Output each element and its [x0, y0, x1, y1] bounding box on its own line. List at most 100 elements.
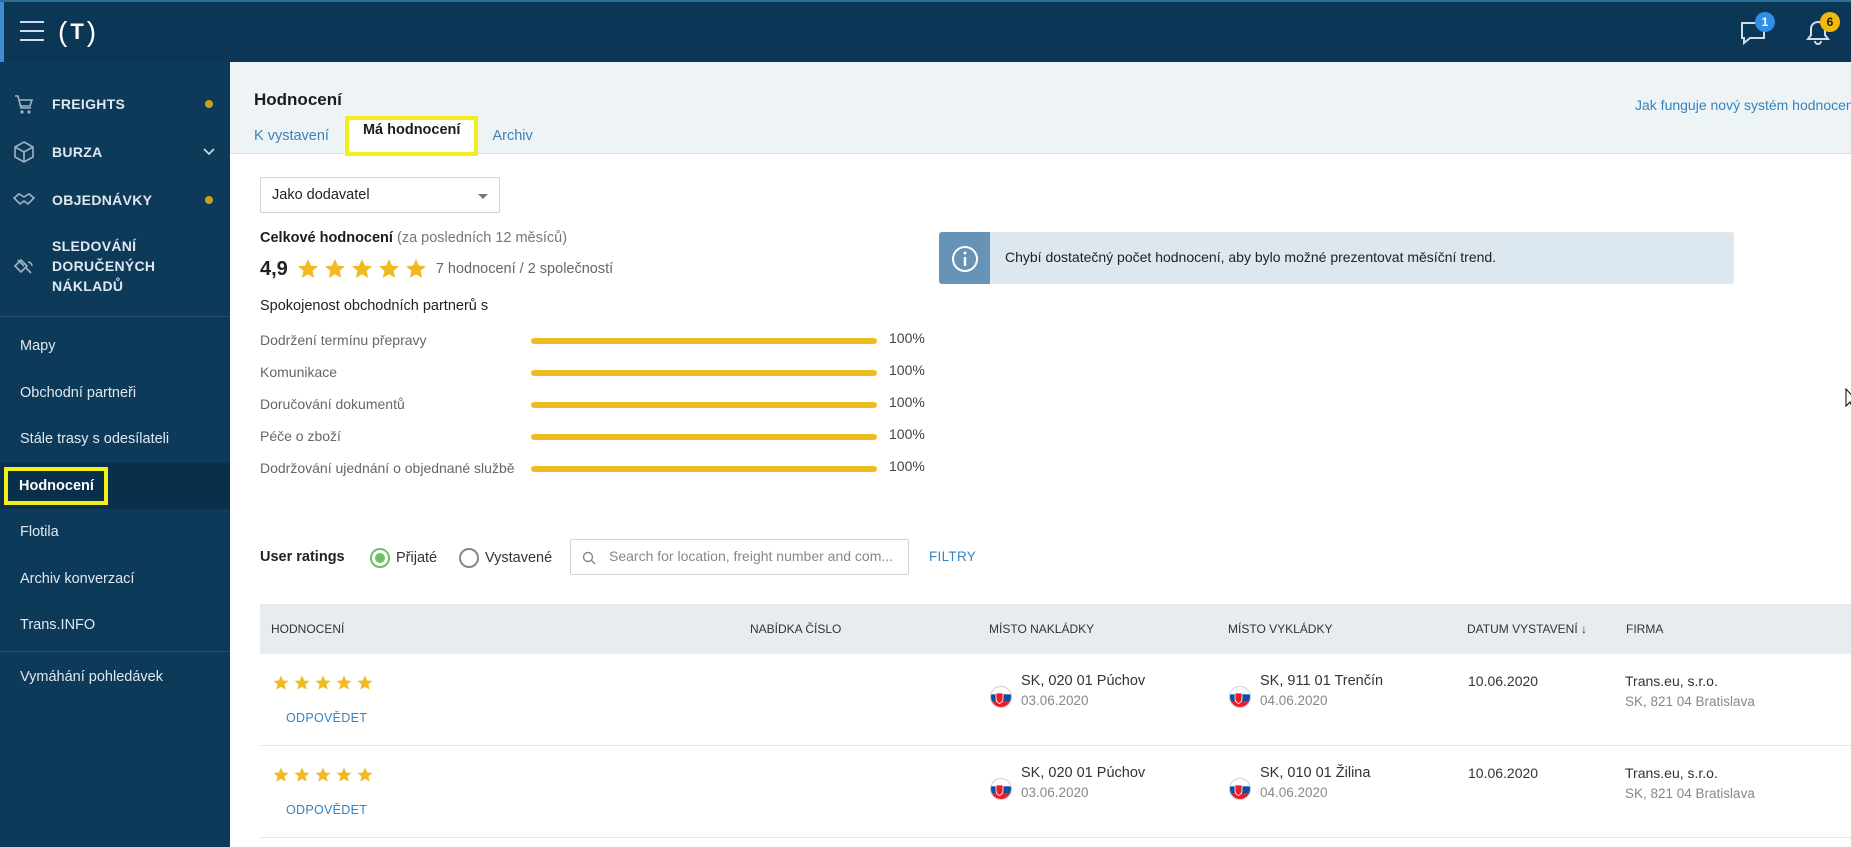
page-title: Hodnocení	[254, 90, 342, 109]
sidebar-item-label: Hodnocení	[4, 466, 108, 505]
unloading-date: 04.06.2020	[1260, 785, 1328, 800]
metric-row: Komunikace 100%	[260, 362, 940, 382]
company-name[interactable]: Trans.eu, s.r.o.	[1625, 765, 1718, 781]
sidebar-item-routes[interactable]: Stále trasy s odesílateli	[0, 416, 230, 463]
total-rating-period: (za posledních 12 měsíců)	[396, 230, 568, 246]
tab-k-vystaveni[interactable]: K vystavení	[254, 128, 329, 144]
sidebar-item-mapy[interactable]: Mapy	[0, 323, 230, 370]
info-banner-icon-column	[939, 232, 990, 284]
cart-icon	[15, 95, 34, 114]
satisfaction-label: Spokojenost obchodních partnerů s	[260, 298, 489, 314]
star-icon	[273, 675, 289, 690]
unloading-place: SK, 010 01 Žilina	[1260, 765, 1371, 781]
info-icon	[952, 246, 978, 272]
page-header: Hodnocení Jak funguje nový systém hodnoc…	[230, 62, 1851, 156]
sidebar-item-label: Archiv konverzací	[20, 570, 135, 587]
search-input[interactable]	[609, 548, 901, 564]
menu-icon[interactable]	[20, 21, 44, 41]
company-address: SK, 821 04 Bratislava	[1625, 694, 1755, 709]
sidebar-item-label: Flotila	[20, 524, 59, 541]
table-row: ODPOVĚDET SK, 020 01 Púchov 03.06.2020 S…	[260, 654, 1851, 746]
radio-issued[interactable]: Vystavené	[459, 547, 552, 569]
star-icon	[351, 259, 372, 278]
role-select[interactable]: Jako dodavatel	[260, 177, 500, 213]
sidebar-item-label: FREIGHTS	[52, 96, 126, 112]
logo-letter: T	[70, 19, 84, 44]
sk-flag-icon	[1229, 686, 1251, 708]
star-icon	[357, 675, 373, 690]
issue-date: 10.06.2020	[1468, 673, 1539, 689]
info-banner: Chybí dostatečný počet hodnocení, aby by…	[939, 232, 1734, 284]
table-row: ODPOVĚDET SK, 020 01 Púchov 03.06.2020 S…	[260, 746, 1851, 838]
star-icon	[315, 767, 331, 782]
metric-bar	[531, 466, 877, 472]
sidebar-item-objednavky[interactable]: OBJEDNÁVKY	[0, 176, 230, 224]
filter-button[interactable]: FILTRY	[929, 549, 977, 564]
sidebar-item-fleet[interactable]: Flotila	[0, 509, 230, 556]
company-address: SK, 821 04 Bratislava	[1625, 786, 1755, 801]
sk-flag-icon	[990, 686, 1012, 708]
search-icon	[582, 551, 596, 565]
metric-row: Dodržení termínu přepravy 100%	[260, 330, 940, 350]
star-icon	[357, 767, 373, 782]
sidebar-item-label: BURZA	[52, 144, 103, 160]
metric-value: 100%	[889, 458, 925, 474]
star-icon	[378, 259, 399, 278]
sidebar-item-debt-collection[interactable]: Vymáhání pohledávek	[0, 654, 230, 701]
metric-value: 100%	[889, 362, 925, 378]
info-message: Chybí dostatečný počet hodnocení, aby by…	[1005, 249, 1497, 265]
metric-bar	[531, 434, 877, 440]
star-icon	[336, 767, 352, 782]
column-header-loading-place: MÍSTO NAKLÁDKY	[989, 622, 1095, 636]
sidebar-item-label: Mapy	[20, 338, 56, 355]
handshake-icon	[12, 193, 36, 206]
radio-received[interactable]: Přijaté	[370, 547, 437, 569]
messages-button[interactable]: 1	[1739, 12, 1775, 46]
metric-value: 100%	[889, 394, 925, 410]
sidebar-item-freights[interactable]: FREIGHTS	[0, 80, 230, 128]
sidebar: FREIGHTS BURZA OBJEDNÁVKY SLEDOVÁNÍ DORU…	[0, 62, 230, 847]
star-icon	[324, 259, 345, 278]
logo[interactable]: (T)	[58, 16, 97, 47]
sidebar-item-burza[interactable]: BURZA	[0, 128, 230, 176]
metric-bar-fill	[531, 402, 877, 408]
radio-circle	[459, 548, 479, 568]
sidebar-item-label: Vymáhání pohledávek	[20, 668, 163, 685]
star-icon	[294, 675, 310, 690]
score-row: 4,9 7 hodnocení / 2 společností	[260, 256, 613, 282]
user-ratings-label: User ratings	[260, 549, 345, 565]
chevron-down-icon[interactable]	[202, 144, 216, 158]
tab-ma-hodnoceni[interactable]: Má hodnocení	[344, 116, 479, 156]
column-header-issue-date[interactable]: DATUM VYSTAVENÍ ↓	[1467, 622, 1588, 636]
company-name[interactable]: Trans.eu, s.r.o.	[1625, 673, 1718, 689]
sk-flag-icon	[990, 778, 1012, 800]
tab-archiv[interactable]: Archiv	[492, 128, 533, 144]
help-link[interactable]: Jak funguje nový systém hodnocení	[1635, 97, 1851, 113]
company-cell: Trans.eu, s.r.o. SK, 821 04 Bratislava	[1625, 765, 1755, 801]
caret-down-icon	[478, 194, 488, 199]
reply-button[interactable]: ODPOVĚDET	[286, 803, 368, 817]
notifications-button[interactable]: 6	[1804, 12, 1840, 46]
column-header-company: FIRMA	[1626, 622, 1664, 636]
sidebar-item-partners[interactable]: Obchodní partneři	[0, 370, 230, 417]
messages-badge: 1	[1755, 12, 1775, 32]
metric-label: Doručování dokumentů	[260, 396, 405, 412]
sidebar-item-transinfo[interactable]: Trans.INFO	[0, 602, 230, 649]
sidebar-item-label: SLEDOVÁNÍ DORUČENÝCH NÁKLADŮ	[52, 238, 156, 294]
search-box[interactable]	[570, 539, 909, 575]
column-header-unloading-place: MÍSTO VYKLÁDKY	[1228, 622, 1333, 636]
sidebar-item-hodnoceni[interactable]: Hodnocení	[0, 462, 230, 509]
metric-bar-fill	[531, 434, 877, 440]
top-bar-accent	[0, 2, 4, 62]
sidebar-item-tracking[interactable]: SLEDOVÁNÍ DORUČENÝCH NÁKLADŮ	[0, 224, 230, 306]
metric-value: 100%	[889, 330, 925, 346]
sidebar-item-conversations[interactable]: Archiv konverzací	[0, 556, 230, 603]
loading-date: 03.06.2020	[1021, 785, 1089, 800]
loading-date: 03.06.2020	[1021, 693, 1089, 708]
metric-row: Péče o zboží 100%	[260, 426, 940, 446]
total-rating-label: Celkové hodnocení (za posledních 12 měsí…	[260, 230, 567, 246]
metric-bar-fill	[531, 370, 877, 376]
reply-button[interactable]: ODPOVĚDET	[286, 711, 368, 725]
radio-label: Vystavené	[485, 550, 553, 566]
metric-bar	[531, 370, 877, 376]
